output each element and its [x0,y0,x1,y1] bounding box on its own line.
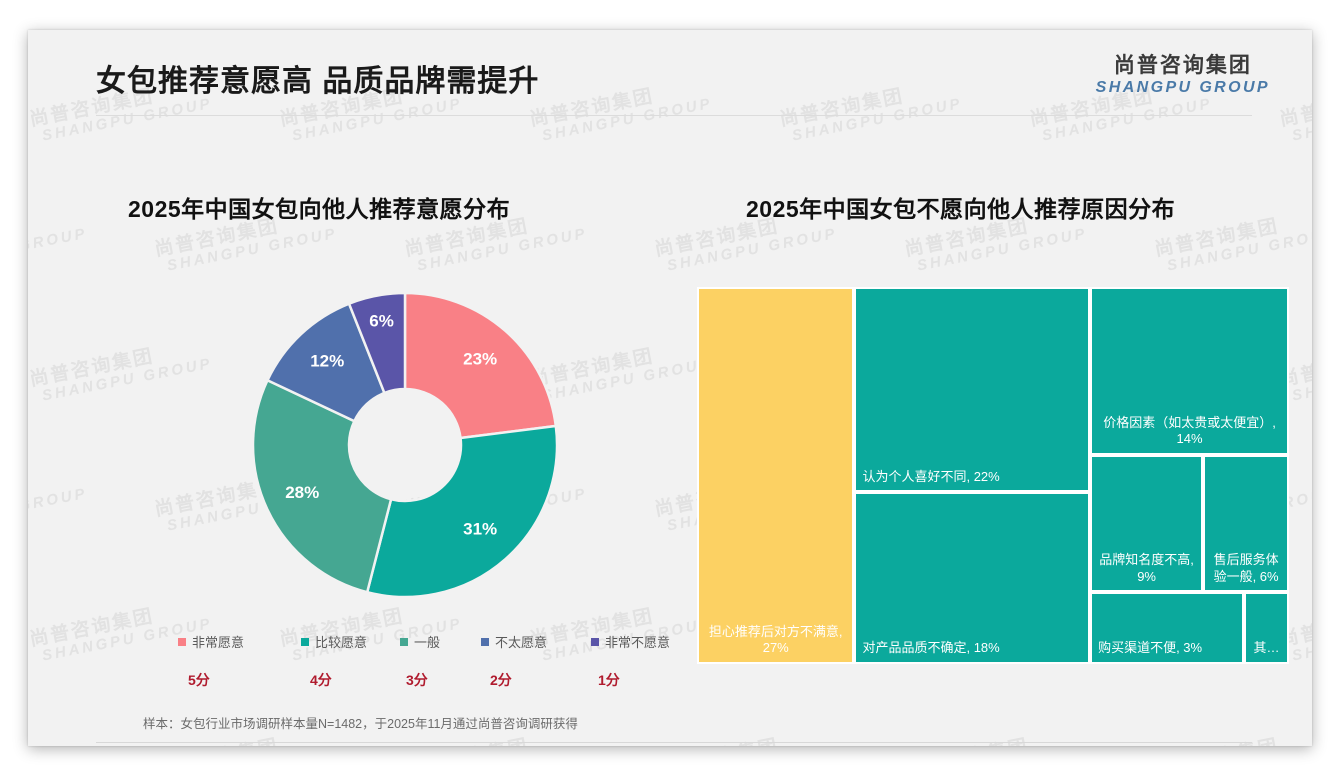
slide-footer: ©2026.1 SHANGPU GROUP www.shangpu-china.… [28,743,1312,746]
legend-item-label: 非常愿意 [192,635,245,650]
donut-chart: 23% 31% 28% 12% 6% [240,280,570,610]
treemap-tile-label: 其… [1253,640,1280,656]
legend-item[interactable]: 一般 [400,632,440,651]
donut-slice[interactable] [251,378,393,594]
treemap-tile[interactable]: 认为个人喜好不同, 22% [854,287,1091,493]
legend-item-label: 一般 [414,635,441,650]
legend-swatch-icon [591,637,599,646]
slide-header: 女包推荐意愿高 品质品牌需提升 尚普咨询集团 SHANGPU GROUP [28,30,1312,116]
legend-swatch-icon [400,637,408,646]
treemap-tile-label: 担心推荐后对方不满意, 27% [708,623,843,656]
legend-swatch-icon [178,637,186,646]
donut-slice[interactable] [403,291,558,440]
donut-score-row: 5分 4分 3分 2分 1分 [178,670,698,690]
logo-chinese-text: 尚普咨询集团 [1113,54,1252,77]
score-label: 3分 [406,672,428,688]
treemap-tile-label: 对产品品质不确定, 18% [862,640,1000,656]
donut-slice-label: 6% [369,312,394,331]
legend-item[interactable]: 比较愿意 [301,632,367,651]
treemap-tile-label: 价格因素（如太贵或太便宜）, 14% [1103,414,1276,447]
legend-item-label: 比较愿意 [315,635,368,650]
treemap-chart: 担心推荐后对方不满意, 27% 认为个人喜好不同, 22% 对产品品质不确定, 18… [697,287,1289,664]
treemap-tile[interactable]: 售后服务体验一般, 6% [1203,454,1289,593]
header-divider [96,115,1252,116]
legend-item-label: 非常不愿意 [605,635,671,650]
sample-footnote: 样本：女包行业市场调研样本量N=1482，于2025年11月通过尚普咨询调研获得 [143,717,578,731]
score-label: 5分 [188,672,210,688]
donut-slice[interactable] [265,302,387,423]
donut-slice[interactable] [347,291,407,395]
legend-swatch-icon [301,637,309,646]
slide-canvas: 尚普咨询集团 SHANGPU GROUP 尚普咨询集团 SHANGPU GROUP 尚普… [28,30,1312,746]
left-chart-title: 2025年中国女包向他人推荐意愿分布 [128,196,511,222]
score-label: 4分 [310,672,332,688]
score-label: 1分 [598,672,620,688]
treemap-tile-label: 售后服务体验一般, 6% [1213,552,1279,584]
donut-slice[interactable] [365,424,559,599]
donut-slice-label: 23% [463,349,497,368]
legend-item[interactable]: 非常愿意 [178,632,244,651]
footer-divider [96,742,1252,743]
legend-swatch-icon [481,637,489,646]
treemap-tile-label: 购买渠道不便, 3% [1098,640,1203,656]
treemap-tile-label: 认为个人喜好不同, 22% [862,468,1000,484]
donut-slice-label: 12% [310,352,344,371]
score-label: 2分 [490,672,512,688]
treemap-tile[interactable]: 对产品品质不确定, 18% [854,492,1091,664]
donut-slice-label: 28% [285,483,319,502]
legend-item[interactable]: 非常不愿意 [591,632,670,651]
treemap-tile[interactable]: 担心推荐后对方不满意, 27% [697,287,855,664]
legend-item[interactable]: 不太愿意 [481,632,547,651]
donut-chart-svg: 23% 31% 28% 12% 6% [251,291,559,599]
treemap-tile[interactable]: 其… [1244,592,1289,664]
treemap-tile-label: 品牌知名度不高, 9% [1099,552,1194,584]
treemap-tile[interactable]: 购买渠道不便, 3% [1090,592,1244,664]
treemap-tile[interactable]: 价格因素（如太贵或太便宜）, 14% [1090,287,1289,455]
donut-legend: 非常愿意 比较愿意 一般 不太愿意 非常不愿意 [178,632,698,650]
treemap-tile[interactable]: 品牌知名度不高, 9% [1090,454,1204,593]
brand-logo: 尚普咨询集团 SHANGPU GROUP [1096,54,1270,97]
legend-item-label: 不太愿意 [495,635,548,650]
right-chart-title: 2025年中国女包不愿向他人推荐原因分布 [746,196,1176,222]
donut-slice-label: 31% [463,520,497,539]
logo-english-text: SHANGPU GROUP [1095,79,1270,97]
page-title: 女包推荐意愿高 品质品牌需提升 [96,65,540,98]
